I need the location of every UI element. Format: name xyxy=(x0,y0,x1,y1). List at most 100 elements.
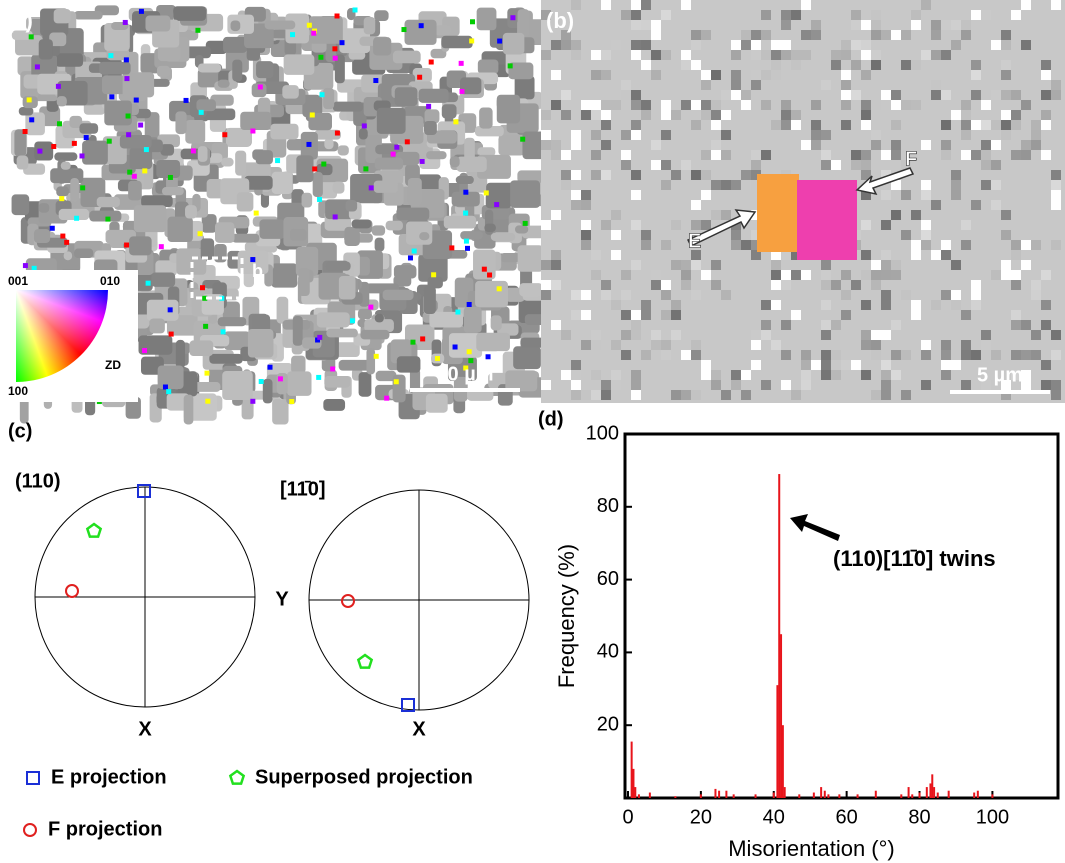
pixel xyxy=(921,340,931,350)
pixel xyxy=(561,150,571,160)
pixel xyxy=(641,20,651,30)
grain-colored xyxy=(458,60,464,66)
pixel xyxy=(691,120,701,130)
pixel xyxy=(1011,240,1021,250)
pixel xyxy=(641,60,651,70)
pixel xyxy=(871,140,881,150)
marker-f xyxy=(65,584,79,598)
pixel xyxy=(721,290,731,300)
bar xyxy=(929,783,932,798)
pixel xyxy=(631,20,641,30)
grain xyxy=(373,37,392,56)
pixel xyxy=(621,330,631,340)
pixel xyxy=(971,150,981,160)
pixel xyxy=(981,330,991,340)
pixel xyxy=(1031,140,1041,150)
pixel xyxy=(631,390,641,400)
pixel xyxy=(581,220,591,230)
pixel xyxy=(691,40,701,50)
bar xyxy=(778,474,781,798)
bar xyxy=(823,790,826,798)
grain-colored xyxy=(105,216,111,222)
pixel xyxy=(881,370,891,380)
grain xyxy=(490,315,502,331)
grain-colored xyxy=(410,339,416,345)
x-tick-label: 0 xyxy=(622,806,633,828)
pixel xyxy=(861,160,871,170)
grain xyxy=(189,340,214,357)
scale-bar-a xyxy=(410,388,520,392)
pixel xyxy=(1001,390,1011,400)
pixel xyxy=(941,140,951,150)
pixel xyxy=(701,70,711,80)
pixel xyxy=(751,330,761,340)
grain xyxy=(14,129,27,157)
grain-colored xyxy=(142,348,148,354)
pixel xyxy=(881,250,891,260)
pixel xyxy=(771,60,781,70)
grain-colored xyxy=(483,190,489,196)
bar xyxy=(637,794,640,798)
grain-colored xyxy=(26,97,32,103)
pixel xyxy=(1001,60,1011,70)
pixel xyxy=(951,20,961,30)
grain xyxy=(144,112,160,141)
annotation: (110)[11̄0] twins xyxy=(833,546,996,571)
grain-colored xyxy=(317,334,323,340)
bar xyxy=(798,794,801,798)
grain-colored xyxy=(485,354,491,360)
marker-superposed xyxy=(356,653,374,669)
pixel xyxy=(801,0,811,10)
grain xyxy=(394,87,418,107)
pixel xyxy=(1031,120,1041,130)
pixel xyxy=(591,170,601,180)
grain xyxy=(418,88,449,103)
grain xyxy=(129,236,152,256)
grain xyxy=(382,289,414,301)
pixel xyxy=(861,170,871,180)
pixel xyxy=(911,60,921,70)
pixel xyxy=(621,290,631,300)
pixel xyxy=(751,230,761,240)
scale-bar-b xyxy=(950,390,1050,394)
grain-colored xyxy=(162,384,168,390)
grain xyxy=(177,306,196,316)
grain xyxy=(183,394,194,425)
grain xyxy=(430,48,447,59)
pixel xyxy=(771,280,781,290)
grain-colored xyxy=(393,379,399,385)
grain-colored xyxy=(321,161,327,167)
zoom-map xyxy=(541,0,1061,400)
x-tick-label: 40 xyxy=(763,806,785,828)
grain xyxy=(53,8,71,24)
grain-colored xyxy=(494,202,500,208)
pixel xyxy=(771,260,781,270)
pixel xyxy=(931,20,941,30)
pixel xyxy=(741,90,751,100)
bar xyxy=(911,794,914,798)
pixel xyxy=(571,310,581,320)
pixel xyxy=(681,350,691,360)
pixel xyxy=(611,250,621,260)
grain-colored xyxy=(481,266,487,272)
pixel xyxy=(961,310,971,320)
pixel xyxy=(781,100,791,110)
pixel xyxy=(851,10,861,20)
pixel xyxy=(691,250,701,260)
grain xyxy=(25,112,45,136)
pixel xyxy=(1051,180,1061,190)
grain-colored xyxy=(195,27,201,33)
grain-colored xyxy=(74,215,80,221)
grain xyxy=(69,115,83,129)
pixel xyxy=(971,10,981,20)
grain xyxy=(324,138,334,150)
pixel xyxy=(751,70,761,80)
grain-colored xyxy=(317,196,323,202)
pixel xyxy=(811,120,821,130)
pixel xyxy=(881,330,891,340)
grain-e xyxy=(757,174,799,252)
pixel xyxy=(651,330,661,340)
pixel xyxy=(881,380,891,390)
pixel xyxy=(571,140,581,150)
grain xyxy=(283,54,315,75)
